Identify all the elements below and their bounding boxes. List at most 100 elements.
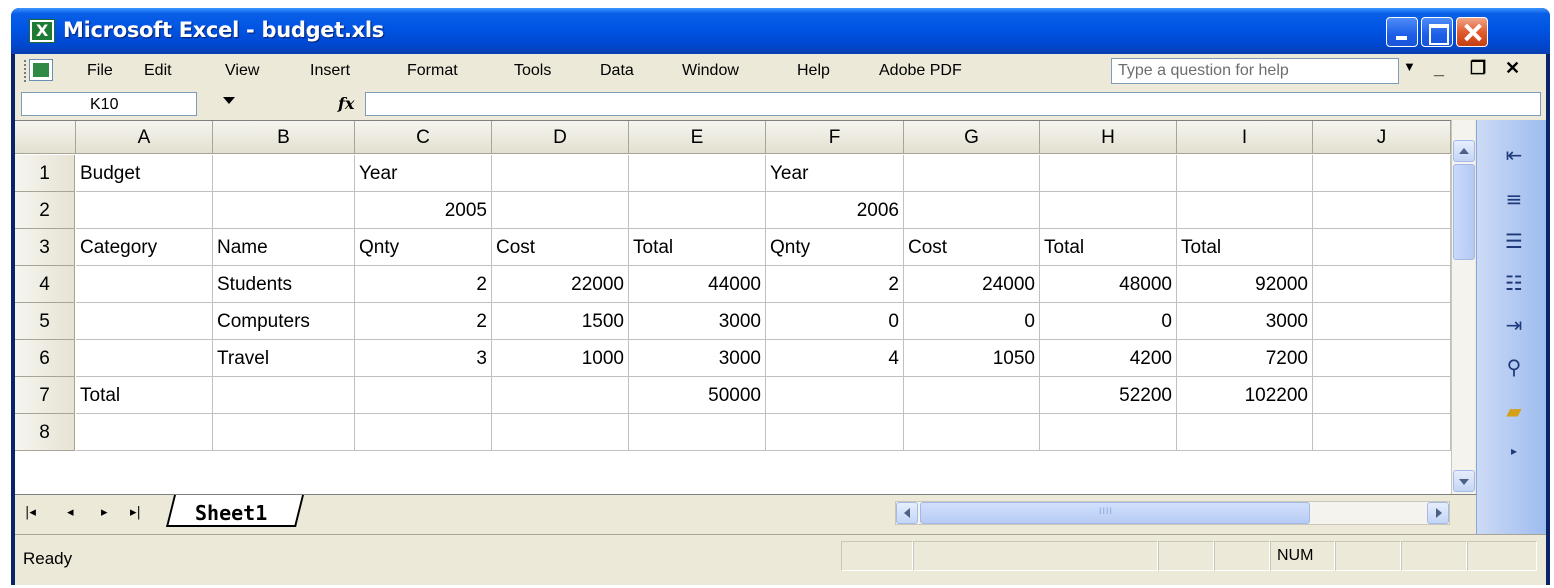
cell-f3[interactable]: Qnty: [766, 229, 904, 266]
cell-j4[interactable]: [1313, 266, 1451, 303]
cell-h3[interactable]: Total: [1040, 229, 1177, 266]
column-header[interactable]: C: [355, 121, 492, 154]
prev-sheet-icon[interactable]: ◂: [67, 505, 74, 520]
align-bottom-icon[interactable]: ☷: [1505, 271, 1523, 295]
scroll-up-button[interactable]: [1453, 140, 1475, 162]
merge-icon[interactable]: ⚲: [1506, 355, 1522, 379]
indent-left-icon[interactable]: ⇤: [1505, 143, 1523, 167]
select-all-corner[interactable]: [15, 121, 76, 154]
cell-h8[interactable]: [1040, 414, 1177, 451]
cell-c4[interactable]: 2: [355, 266, 492, 303]
cell-a3[interactable]: Category: [76, 229, 213, 266]
cell-e2[interactable]: [629, 192, 766, 229]
cell-a6[interactable]: [76, 340, 213, 377]
scroll-left-button[interactable]: [896, 502, 918, 524]
row-header[interactable]: 8: [15, 414, 75, 451]
cell-d5[interactable]: 1500: [492, 303, 629, 340]
row-header[interactable]: 1: [15, 155, 75, 192]
cell-c8[interactable]: [355, 414, 492, 451]
cell-a2[interactable]: [76, 192, 213, 229]
row-header[interactable]: 5: [15, 303, 75, 340]
maximize-button[interactable]: [1421, 17, 1453, 47]
cell-i4[interactable]: 92000: [1177, 266, 1313, 303]
cell-d3[interactable]: Cost: [492, 229, 629, 266]
cell-b5[interactable]: Computers: [213, 303, 355, 340]
column-header[interactable]: J: [1313, 121, 1451, 154]
vertical-scroll-thumb[interactable]: [1453, 164, 1475, 260]
menu-view[interactable]: View: [225, 62, 260, 79]
sheet-tab-label[interactable]: Sheet1: [195, 501, 268, 525]
cell-g5[interactable]: 0: [904, 303, 1040, 340]
name-box[interactable]: K10: [21, 92, 197, 116]
cell-g1[interactable]: [904, 155, 1040, 192]
cell-j2[interactable]: [1313, 192, 1451, 229]
cell-b6[interactable]: Travel: [213, 340, 355, 377]
column-header[interactable]: A: [76, 121, 213, 154]
cell-a5[interactable]: [76, 303, 213, 340]
align-top-icon[interactable]: ☰: [1505, 229, 1523, 253]
cell-d6[interactable]: 1000: [492, 340, 629, 377]
cell-e3[interactable]: Total: [629, 229, 766, 266]
cell-e7[interactable]: 50000: [629, 377, 766, 414]
cell-a7[interactable]: Total: [76, 377, 213, 414]
cell-f7[interactable]: [766, 377, 904, 414]
cell-b1[interactable]: [213, 155, 355, 192]
cell-b4[interactable]: Students: [213, 266, 355, 303]
cell-g2[interactable]: [904, 192, 1040, 229]
open-folder-icon[interactable]: ▰: [1506, 399, 1522, 423]
cell-i5[interactable]: 3000: [1177, 303, 1313, 340]
cell-g6[interactable]: 1050: [904, 340, 1040, 377]
cell-i6[interactable]: 7200: [1177, 340, 1313, 377]
cell-j3[interactable]: [1313, 229, 1451, 266]
column-header[interactable]: F: [766, 121, 904, 154]
minimize-button[interactable]: [1386, 17, 1418, 47]
help-search-input[interactable]: Type a question for help: [1111, 58, 1399, 84]
horizontal-scrollbar[interactable]: [895, 501, 1450, 525]
cell-c3[interactable]: Qnty: [355, 229, 492, 266]
scroll-right-button[interactable]: [1427, 502, 1449, 524]
row-header[interactable]: 3: [15, 229, 75, 266]
cell-b8[interactable]: [213, 414, 355, 451]
cell-i3[interactable]: Total: [1177, 229, 1313, 266]
menu-help[interactable]: Help: [797, 62, 830, 79]
cell-f6[interactable]: 4: [766, 340, 904, 377]
cell-i1[interactable]: [1177, 155, 1313, 192]
cell-d8[interactable]: [492, 414, 629, 451]
cell-g4[interactable]: 24000: [904, 266, 1040, 303]
column-header[interactable]: B: [213, 121, 355, 154]
cell-b7[interactable]: [213, 377, 355, 414]
excel-app-icon[interactable]: [29, 19, 55, 43]
cell-h7[interactable]: 52200: [1040, 377, 1177, 414]
scroll-down-button[interactable]: [1453, 470, 1475, 492]
row-header[interactable]: 6: [15, 340, 75, 377]
cell-g7[interactable]: [904, 377, 1040, 414]
column-header[interactable]: E: [629, 121, 766, 154]
cell-a8[interactable]: [76, 414, 213, 451]
column-header[interactable]: G: [904, 121, 1040, 154]
cell-c6[interactable]: 3: [355, 340, 492, 377]
workbook-minimize-icon[interactable]: _: [1434, 58, 1445, 78]
cell-i7[interactable]: 102200: [1177, 377, 1313, 414]
cell-e1[interactable]: [629, 155, 766, 192]
cell-j7[interactable]: [1313, 377, 1451, 414]
menu-tools[interactable]: Tools: [514, 62, 552, 79]
spreadsheet-grid[interactable]: A B C D E F G H I J 1 Budget Year Year 2 2005…: [15, 120, 1451, 494]
cell-j1[interactable]: [1313, 155, 1451, 192]
wrap-text-icon[interactable]: ≡: [1505, 187, 1523, 211]
cell-d1[interactable]: [492, 155, 629, 192]
cell-c2[interactable]: 2005: [355, 192, 492, 229]
formula-input[interactable]: [365, 92, 1541, 116]
cell-c5[interactable]: 2: [355, 303, 492, 340]
menu-data[interactable]: Data: [600, 62, 634, 79]
cell-h4[interactable]: 48000: [1040, 266, 1177, 303]
cell-a4[interactable]: [76, 266, 213, 303]
name-box-dropdown-icon[interactable]: [223, 97, 235, 104]
cell-e8[interactable]: [629, 414, 766, 451]
cell-b3[interactable]: Name: [213, 229, 355, 266]
cell-d7[interactable]: [492, 377, 629, 414]
cell-j6[interactable]: [1313, 340, 1451, 377]
close-button[interactable]: [1456, 17, 1488, 47]
cell-a1[interactable]: Budget: [76, 155, 213, 192]
cell-f8[interactable]: [766, 414, 904, 451]
cell-e4[interactable]: 44000: [629, 266, 766, 303]
